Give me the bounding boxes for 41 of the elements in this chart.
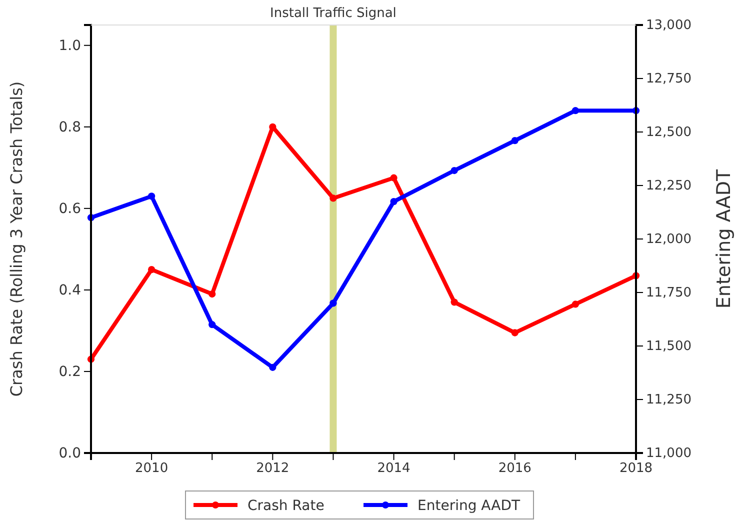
x-tick-label: 2014 [377,461,410,476]
y2-tick-label: 12,000 [646,232,692,248]
point [450,166,458,174]
point [572,107,580,114]
y-tick-label: 0.0 [58,445,81,462]
point [390,174,398,182]
y2-tick-label: 11,250 [646,392,692,408]
point [572,300,580,308]
point [208,321,216,328]
y2-tick-label: 11,000 [646,446,692,462]
point [269,123,276,130]
y2-axis-title: Entering AADT [713,169,735,309]
x-tick-label: 2012 [256,461,290,476]
point [208,290,216,298]
point [511,137,518,144]
y-tick-label: 0.2 [58,364,81,380]
y-tick-label: 0.8 [58,119,81,136]
y2-tick-label: 12,500 [646,125,692,140]
point [390,198,398,206]
ref-line-label: Install Traffic Signal [270,6,396,21]
y2-tick-label: 13,000 [646,18,692,34]
x-tick-label: 2010 [135,461,168,476]
x-tick-label: 2018 [619,461,653,476]
y2-tick-label: 12,250 [646,178,692,194]
point [511,329,518,336]
y-tick-label: 0.4 [58,282,82,298]
y-axis-title: Crash Rate (Rolling 3 Year Crash Totals) [7,81,26,397]
y-tick-label: 1.0 [58,38,81,54]
point [330,300,337,307]
point [450,298,458,306]
point [148,192,156,200]
x-tick-label: 2016 [498,461,532,476]
legend-label: Crash Rate [248,498,324,514]
point [269,364,276,371]
y2-tick-label: 11,500 [646,339,692,354]
y2-tick-label: 12,750 [646,72,692,87]
legend-label: Entering AADT [418,498,520,514]
y2-tick-label: 11,750 [646,286,692,301]
point [148,266,156,274]
y-tick-label: 0.6 [58,200,82,217]
point [330,194,337,202]
